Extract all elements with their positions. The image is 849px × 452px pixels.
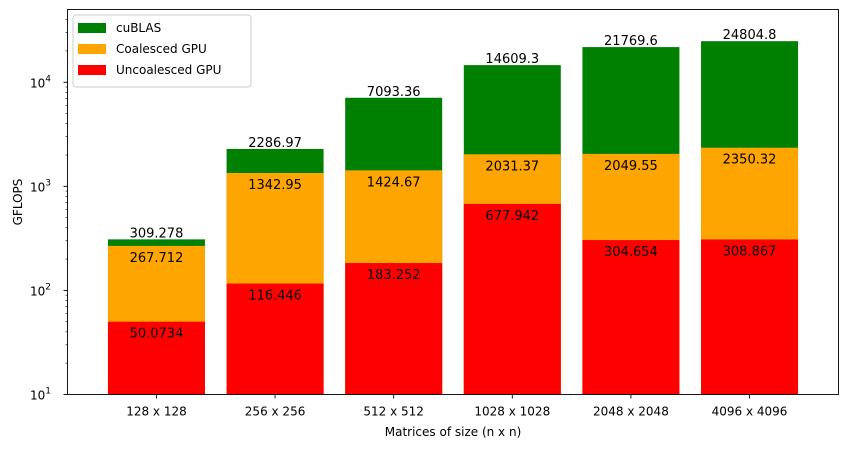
legend-label: cuBLAS — [116, 21, 161, 35]
legend-frame — [72, 14, 252, 88]
y-tick-label: 104 — [30, 74, 51, 90]
bar-uncoalesced-gpu-3 — [463, 203, 561, 395]
legend: cuBLAS Coalesced GPU Uncoalesced GPU — [72, 14, 252, 88]
value-label: 309.278 — [130, 226, 184, 241]
value-label: 14609.3 — [485, 52, 539, 67]
bar-uncoalesced-gpu-4 — [582, 240, 680, 395]
y-tick-label: 102 — [30, 282, 51, 298]
x-axis: 128 x 128 256 x 256 512 x 512 1028 x 1028 20… — [126, 394, 788, 419]
plot-frame — [67, 9, 839, 395]
bars — [107, 41, 799, 395]
value-label: 21769.6 — [604, 34, 658, 49]
value-label: 183.252 — [367, 268, 421, 283]
x-tick-label: 512 x 512 — [363, 405, 424, 419]
bar-uncoalesced-gpu-5 — [701, 239, 799, 395]
value-labels: 309.278 2286.97 7093.36 14609.3 21769.6 24804… — [130, 28, 777, 341]
value-label: 2350.32 — [723, 153, 777, 168]
bar-uncoalesced-gpu-1 — [226, 283, 324, 395]
legend-label: Uncoalesced GPU — [116, 63, 221, 77]
value-label: 304.654 — [604, 245, 658, 260]
value-label: 24804.8 — [723, 28, 777, 43]
x-tick-label: 4096 x 4096 — [712, 405, 788, 419]
y-axis: 101 102 103 104 — [30, 19, 68, 403]
value-label: 116.446 — [248, 289, 302, 304]
value-label: 7093.36 — [367, 85, 421, 100]
x-tick-label: 256 x 256 — [245, 405, 306, 419]
bar-uncoalesced-gpu-0 — [107, 321, 205, 395]
value-label: 1424.67 — [367, 175, 421, 190]
value-label: 1342.95 — [248, 178, 302, 193]
value-label: 267.712 — [130, 251, 184, 266]
legend-swatch — [78, 23, 106, 33]
value-label: 2049.55 — [604, 159, 658, 174]
value-label: 2286.97 — [248, 136, 302, 151]
x-tick-label: 2048 x 2048 — [593, 405, 669, 419]
value-label: 50.0734 — [130, 327, 184, 342]
y-axis-label: GFLOPS — [11, 179, 25, 226]
y-tick-label: 103 — [30, 178, 51, 194]
legend-label: Coalesced GPU — [116, 42, 207, 56]
x-axis-label: Matrices of size (n x n) — [385, 425, 522, 439]
value-label: 308.867 — [723, 244, 777, 259]
legend-swatch — [78, 44, 106, 54]
value-label: 2031.37 — [485, 159, 539, 174]
y-tick-label: 101 — [30, 387, 51, 403]
x-tick-label: 128 x 128 — [126, 405, 187, 419]
x-tick-label: 1028 x 1028 — [474, 405, 550, 419]
bar-uncoalesced-gpu-2 — [345, 263, 443, 395]
legend-swatch — [78, 65, 106, 75]
value-label: 677.942 — [485, 209, 539, 224]
